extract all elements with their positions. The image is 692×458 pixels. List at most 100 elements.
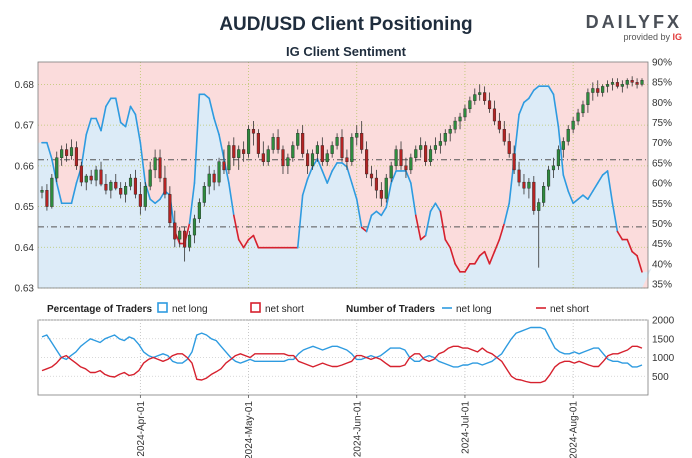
traders-axis-tick: 500 bbox=[652, 372, 669, 383]
chart-title: AUD/USD Client Positioning bbox=[219, 14, 473, 35]
candle-body bbox=[350, 137, 354, 162]
legend: Percentage of Traders net long net short… bbox=[47, 302, 589, 315]
sentiment-line-segment bbox=[70, 182, 78, 205]
sentiment-line-segment bbox=[242, 238, 250, 249]
sentiment-line-segment bbox=[351, 182, 358, 201]
candle-body bbox=[443, 133, 447, 142]
candle-body bbox=[286, 157, 290, 167]
candle-body bbox=[428, 149, 433, 162]
sentiment-line-segment bbox=[513, 113, 520, 160]
chart-subtitle: IG Client Sentiment bbox=[286, 44, 406, 59]
candle-body bbox=[187, 234, 192, 248]
sentiment-line-segment bbox=[213, 117, 220, 136]
candle-body bbox=[635, 82, 639, 85]
candle-body bbox=[45, 190, 49, 207]
candle-body bbox=[55, 157, 59, 179]
sentiment-line-segment bbox=[100, 105, 107, 132]
sentiment-line-segment bbox=[346, 166, 353, 184]
candle-body bbox=[74, 147, 78, 167]
x-tick-label: 2024-Aug-01 bbox=[569, 401, 580, 458]
candle-body bbox=[419, 145, 423, 150]
sentiment-line-segment bbox=[51, 158, 58, 184]
sentiment-line-segment bbox=[380, 206, 388, 217]
price-panel: 0.63 0.64 0.65 0.66 0.67 0.68 35% 40% 45% 50% 55% 6… bbox=[15, 58, 673, 295]
candle-body bbox=[84, 175, 88, 183]
candle-body bbox=[414, 149, 418, 158]
candle-body bbox=[212, 173, 216, 183]
candle-body bbox=[251, 128, 256, 134]
candle-body bbox=[69, 147, 74, 156]
candle-body bbox=[325, 153, 329, 162]
candle-body bbox=[65, 149, 69, 156]
candle-body bbox=[625, 80, 629, 85]
candle-body bbox=[360, 133, 364, 150]
sentiment-line-segment bbox=[454, 262, 461, 273]
sentiment-line-segment bbox=[533, 85, 540, 92]
traders-series-1 bbox=[41, 345, 643, 384]
candle-body bbox=[596, 88, 600, 93]
candle-body bbox=[438, 141, 442, 146]
candle-body bbox=[379, 190, 383, 199]
candle-body bbox=[158, 157, 162, 179]
sentiment-line-segment bbox=[154, 198, 161, 205]
sentiment-line-segment bbox=[587, 190, 594, 201]
right-axis-tick: 50% bbox=[652, 219, 672, 230]
sentiment-line-segment bbox=[410, 182, 417, 217]
candle-body bbox=[458, 116, 462, 122]
sentiment-line-segment bbox=[129, 105, 137, 116]
candle-body bbox=[237, 149, 241, 158]
candle-body bbox=[40, 190, 44, 193]
candle-body bbox=[581, 104, 585, 114]
sentiment-line-segment bbox=[429, 202, 437, 213]
candle-body bbox=[492, 108, 497, 122]
traders-series-0 bbox=[41, 326, 643, 368]
sentiment-line-segment bbox=[360, 226, 368, 233]
left-axis-tick: 0.68 bbox=[15, 80, 35, 91]
left-axis-tick: 0.64 bbox=[15, 243, 35, 254]
candle-body bbox=[173, 222, 177, 240]
candle-body bbox=[217, 161, 221, 183]
candle-body bbox=[335, 137, 339, 146]
sentiment-line-segment bbox=[439, 210, 447, 241]
sentiment-line-segment bbox=[483, 250, 491, 265]
sentiment-line-segment bbox=[636, 254, 643, 273]
brand-provider-prefix: provided by bbox=[623, 32, 670, 42]
sentiment-line-segment bbox=[385, 182, 392, 209]
sentiment-line-segment bbox=[134, 113, 142, 144]
sentiment-line-segment bbox=[572, 198, 579, 205]
candle-body bbox=[50, 177, 54, 207]
candle-body bbox=[497, 120, 501, 130]
candle-body bbox=[281, 149, 285, 167]
sentiment-line-segment bbox=[503, 202, 511, 225]
sentiment-line-segment bbox=[567, 190, 574, 205]
sentiment-line-segment bbox=[424, 210, 432, 237]
candle-body bbox=[320, 145, 324, 162]
candle-body bbox=[148, 169, 152, 187]
sentiment-long-area-edge bbox=[38, 142, 42, 288]
candle-body bbox=[256, 133, 260, 154]
x-axis: 2024-Apr-01 2024-May-01 2024-Jun-01 2024-Ju… bbox=[136, 395, 580, 458]
candle-body bbox=[271, 137, 275, 150]
dailyfx-logo: DAILYFX bbox=[585, 12, 682, 32]
candle-body bbox=[315, 145, 319, 154]
right-axis-tick: 35% bbox=[652, 279, 672, 290]
sentiment-line-segment bbox=[321, 170, 329, 184]
sentiment-line-segment bbox=[316, 158, 324, 172]
candle-body bbox=[610, 82, 615, 85]
sentiment-line-segment bbox=[498, 222, 506, 241]
candle-body bbox=[433, 145, 438, 150]
sentiment-line-segment bbox=[55, 182, 63, 205]
sentiment-line-segment bbox=[405, 170, 412, 184]
sentiment-line-segment bbox=[252, 234, 260, 249]
candle-body bbox=[60, 149, 64, 158]
ig-logo: IG bbox=[672, 32, 682, 42]
sentiment-line-segment bbox=[528, 89, 535, 100]
sentiment-line-segment bbox=[193, 93, 201, 184]
candle-body bbox=[591, 88, 595, 93]
candle-body bbox=[620, 84, 624, 87]
candle-body bbox=[478, 92, 482, 95]
sentiment-line-segment bbox=[331, 162, 338, 172]
candle-body bbox=[119, 188, 123, 195]
right-axis-tick: 40% bbox=[652, 259, 672, 270]
candle-body bbox=[606, 84, 610, 87]
